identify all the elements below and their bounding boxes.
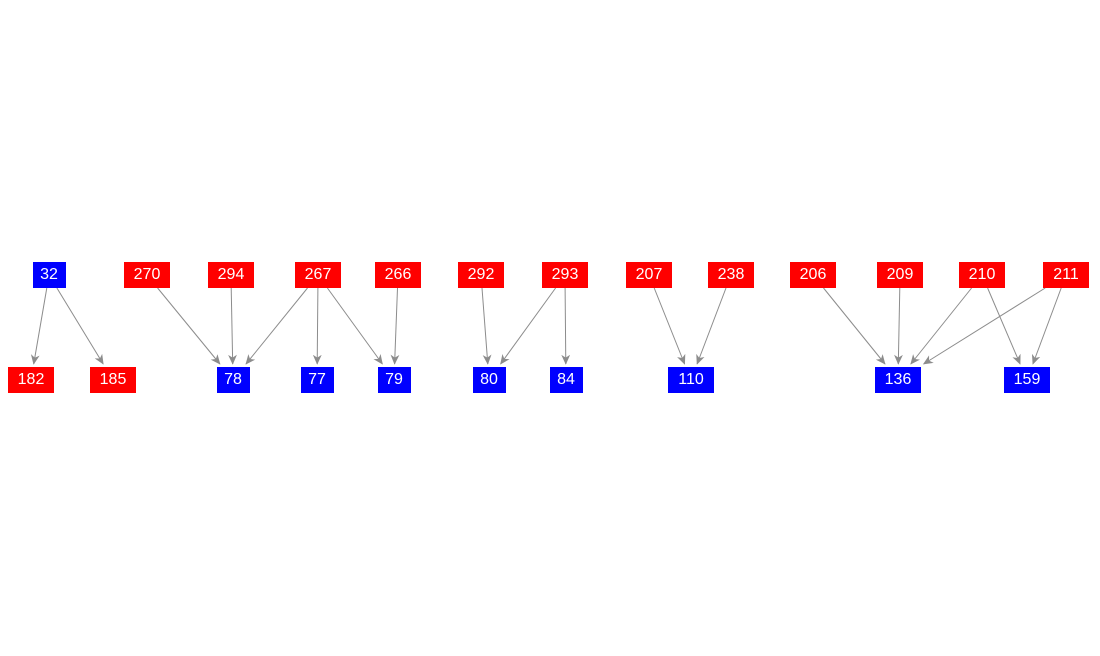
graph-edge-267-77 xyxy=(312,287,322,365)
graph-node-211: 211 xyxy=(1043,262,1089,288)
graph-node-293: 293 xyxy=(542,262,588,288)
graph-edge-292-80 xyxy=(481,287,492,365)
graph-node-78: 78 xyxy=(216,367,250,393)
graph-edge-206-136 xyxy=(823,287,886,365)
graph-node-185: 185 xyxy=(90,367,136,393)
graph-node-207: 207 xyxy=(626,262,672,288)
graph-node-210: 210 xyxy=(959,262,1005,288)
graph-edge-32-182 xyxy=(30,287,48,365)
graph-edge-207-110 xyxy=(653,287,686,365)
graph-edge-266-79 xyxy=(390,287,400,365)
graph-edge-294-78 xyxy=(228,287,237,365)
graph-node-77: 77 xyxy=(300,367,334,393)
graph-edge-32-185 xyxy=(56,287,104,365)
graph-node-206: 206 xyxy=(790,262,836,288)
graph-edge-293-80 xyxy=(500,287,557,365)
graph-node-209: 209 xyxy=(877,262,923,288)
graph-node-110: 110 xyxy=(668,367,714,393)
graph-node-266: 266 xyxy=(375,262,421,288)
graph-node-292: 292 xyxy=(458,262,504,288)
graph-edge-267-79 xyxy=(326,287,383,365)
graph-edge-210-136 xyxy=(910,287,972,365)
graph-edge-267-78 xyxy=(245,287,308,365)
graph-edge-210-159 xyxy=(987,287,1021,365)
graph-edge-270-78 xyxy=(157,287,221,365)
graph-node-270: 270 xyxy=(124,262,170,288)
graph-edge-238-110 xyxy=(696,287,727,365)
graph-node-159: 159 xyxy=(1004,367,1050,393)
graph-node-267: 267 xyxy=(295,262,341,288)
graph-edge-293-84 xyxy=(561,287,571,365)
graph-edge-211-136 xyxy=(922,287,1046,365)
graph-node-238: 238 xyxy=(708,262,754,288)
graph-edge-211-159 xyxy=(1031,287,1062,365)
graph-node-84: 84 xyxy=(549,367,583,393)
graph-node-294: 294 xyxy=(208,262,254,288)
graph-node-32: 32 xyxy=(32,262,66,288)
graph-edge-209-136 xyxy=(894,287,903,365)
graph-node-182: 182 xyxy=(8,367,54,393)
graph-node-79: 79 xyxy=(377,367,411,393)
graph-node-136: 136 xyxy=(875,367,921,393)
graph-node-80: 80 xyxy=(472,367,506,393)
